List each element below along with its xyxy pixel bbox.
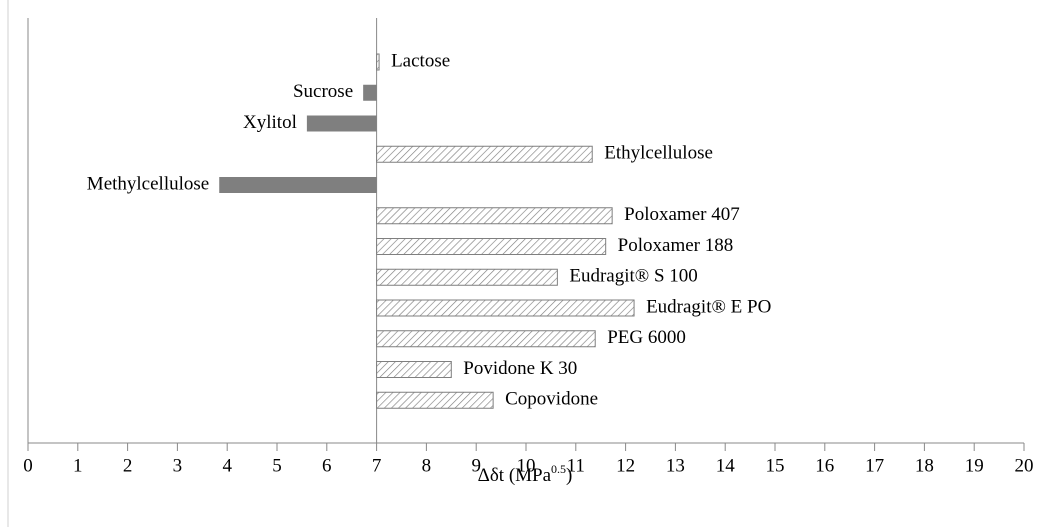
x-tick-label: 3 [173, 455, 183, 476]
x-tick-label: 20 [1015, 455, 1034, 476]
bar [376, 207, 613, 225]
bar [376, 361, 452, 378]
x-tick-label: 5 [272, 455, 282, 476]
bar [376, 238, 607, 255]
x-tick-label: 18 [915, 455, 934, 476]
bar [376, 145, 593, 163]
bar [306, 115, 377, 132]
x-tick-label: 7 [372, 455, 382, 476]
x-tick-label: 10 [517, 455, 536, 476]
category-label: Poloxamer 188 [618, 235, 734, 256]
category-label: Xylitol [243, 112, 297, 133]
category-label: Povidone K 30 [463, 358, 577, 379]
category-label: Methylcellulose [87, 173, 209, 194]
category-label: PEG 6000 [607, 327, 686, 348]
x-tick-label: 17 [865, 455, 884, 476]
x-tick-label: 0 [23, 455, 33, 476]
category-label: Eudragit® S 100 [569, 266, 697, 287]
category-label: Eudragit® E PO [646, 296, 771, 317]
x-tick-label: 2 [123, 455, 133, 476]
x-tick-label: 6 [322, 455, 332, 476]
x-axis-label: Δδt (MPa0.5) [478, 462, 573, 487]
x-tick-label: 15 [766, 455, 785, 476]
category-label: Lactose [391, 50, 450, 71]
x-tick-label: 13 [666, 455, 685, 476]
x-tick-label: 4 [222, 455, 232, 476]
category-label: Sucrose [293, 81, 353, 102]
x-tick-label: 12 [616, 455, 635, 476]
bar [363, 84, 377, 101]
category-label: Copovidone [505, 389, 598, 410]
x-tick-label: 8 [422, 455, 432, 476]
category-label: Poloxamer 407 [624, 204, 740, 225]
x-tick-label: 11 [567, 455, 585, 476]
bar [219, 177, 377, 193]
bar [376, 299, 635, 317]
x-tick-label: 1 [73, 455, 83, 476]
category-label: Ethylcellulose [604, 143, 713, 164]
bar [376, 330, 596, 348]
x-tick-label: 16 [815, 455, 834, 476]
x-tick-label: 14 [716, 455, 736, 476]
bar [376, 268, 558, 286]
bar [376, 391, 494, 409]
bar [376, 53, 380, 71]
x-tick-label: 9 [471, 455, 481, 476]
x-tick-label: 19 [965, 455, 984, 476]
